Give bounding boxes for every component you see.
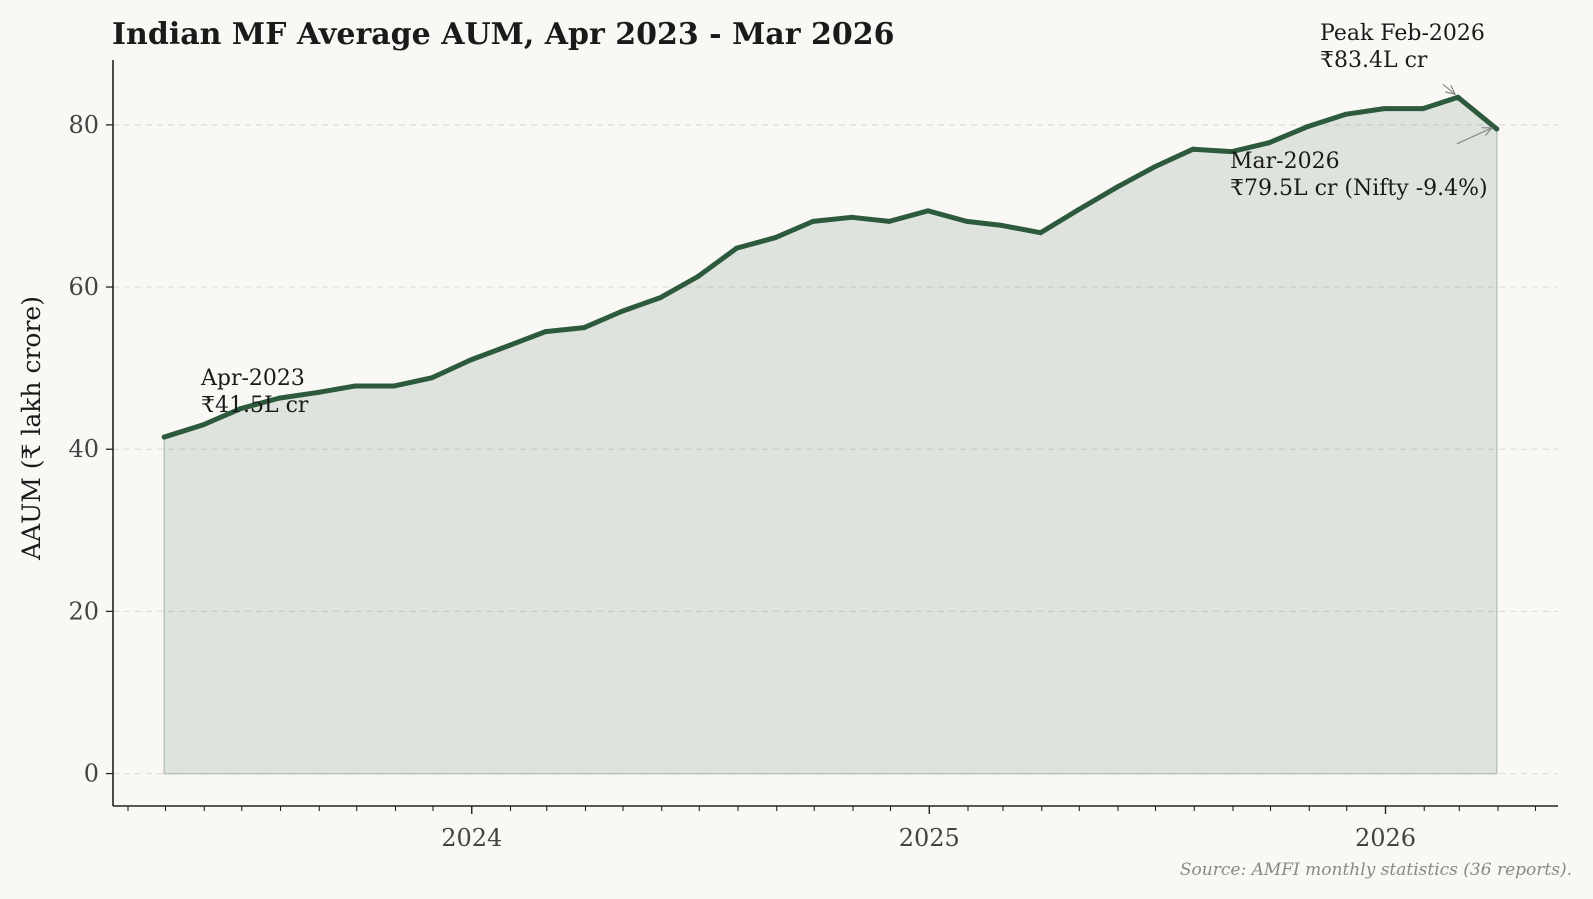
data-point (964, 218, 970, 224)
data-point (353, 383, 358, 389)
data-point (1038, 230, 1043, 236)
data-point (734, 245, 740, 251)
data-point (543, 329, 548, 335)
peak-arrow (1442, 83, 1457, 96)
source-note: Source: AMFI monthly statistics (36 repo… (1180, 860, 1572, 880)
aum-line (161, 94, 1500, 440)
data-point (773, 235, 778, 241)
data-point (1455, 94, 1461, 100)
data-point (391, 383, 397, 389)
data-point (1229, 149, 1235, 155)
data-point (658, 295, 663, 301)
chart-title: Indian MF Average AUM, Apr 2023 - Mar 20… (112, 17, 894, 52)
data-point (238, 406, 243, 412)
data-point (810, 218, 816, 224)
data-point (695, 274, 701, 280)
annotation-start-date: Apr-2023 (200, 366, 305, 391)
data-point (619, 308, 625, 314)
data-point (506, 342, 512, 348)
data-point (276, 395, 282, 401)
data-point (468, 357, 473, 363)
y-tick-label: 0 (84, 760, 99, 788)
data-point (581, 325, 587, 331)
y-tick-label: 20 (68, 597, 99, 625)
y-tick-label: 80 (68, 111, 99, 139)
annotation-end-value: ₹79.5L cr (Nifty -9.4%) (1230, 176, 1488, 201)
data-point (1381, 106, 1387, 112)
data-point (1075, 207, 1081, 213)
y-axis-label: AAUM (₹ lakh crore) (17, 296, 46, 561)
end-arrow (1456, 127, 1494, 145)
data-point (315, 389, 321, 395)
annotation-start-value: ₹41.5L cr (201, 393, 309, 418)
x-ticks: 2024 2025 2026 (127, 806, 1537, 852)
data-point (200, 422, 206, 428)
data-point (1494, 126, 1500, 132)
data-point (1305, 123, 1311, 129)
annotation-end-date: Mar-2026 (1230, 149, 1340, 174)
y-tick-label: 40 (68, 435, 99, 463)
data-point (1190, 146, 1196, 152)
data-point (161, 434, 167, 440)
y-ticks: 0 20 40 60 80 (68, 111, 113, 788)
x-tick-label: 2024 (441, 824, 502, 852)
data-point (1114, 184, 1120, 190)
data-point (1343, 111, 1348, 117)
data-point (999, 222, 1005, 228)
data-point (925, 208, 931, 214)
annotation-peak-date: Peak Feb-2026 (1320, 21, 1485, 46)
data-point (886, 218, 892, 224)
annotations: Apr-2023 ₹41.5L cr Peak Feb-2026 ₹83.4L … (200, 21, 1494, 418)
annotation-arrows (1442, 83, 1494, 145)
aum-series (161, 94, 1500, 440)
x-tick-label: 2026 (1355, 824, 1416, 852)
data-point (1420, 106, 1426, 112)
data-point (849, 214, 855, 220)
annotation-peak-value: ₹83.4L cr (1320, 48, 1428, 73)
data-point (1266, 140, 1272, 146)
data-point (429, 375, 435, 381)
x-tick-label: 2025 (899, 824, 960, 852)
y-tick-label: 60 (68, 273, 99, 301)
data-point (1151, 164, 1157, 170)
